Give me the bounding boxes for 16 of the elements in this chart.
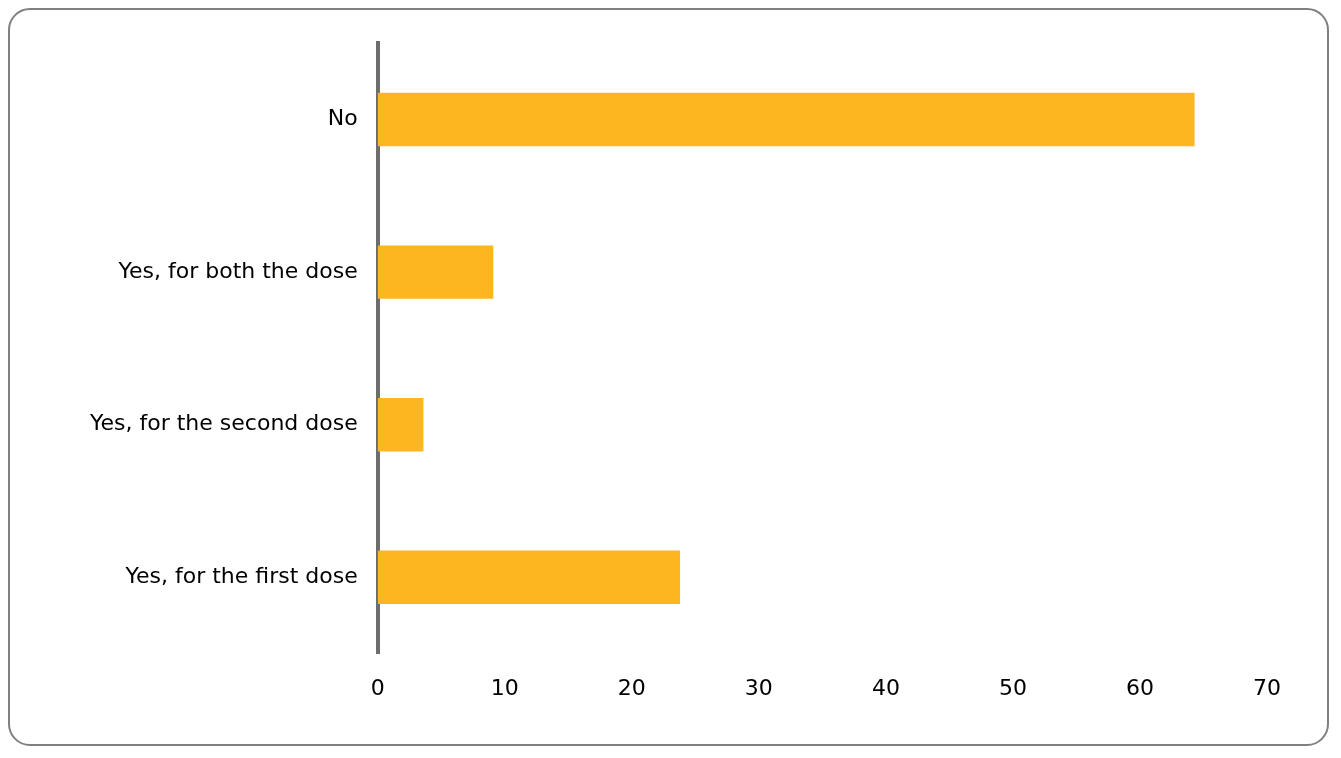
x-tick-label: 0 bbox=[370, 674, 385, 700]
y-tick-label: Yes, for the first dose bbox=[124, 563, 358, 589]
x-tick-label: 60 bbox=[1125, 674, 1154, 700]
x-tick-label: 70 bbox=[1253, 674, 1281, 700]
bar bbox=[377, 550, 681, 605]
x-tick-label: 40 bbox=[871, 674, 900, 700]
x-tick-label: 10 bbox=[490, 674, 519, 700]
y-tick-label: No bbox=[327, 105, 358, 131]
x-tick-label: 50 bbox=[998, 674, 1027, 700]
bar bbox=[377, 245, 494, 299]
bar bbox=[377, 398, 424, 452]
y-tick-label: Yes, for the second dose bbox=[89, 410, 358, 436]
x-tick-label: 30 bbox=[744, 674, 773, 700]
x-tick-label: 20 bbox=[617, 674, 646, 700]
y-tick-label: Yes, for both the dose bbox=[117, 257, 358, 283]
bar bbox=[377, 92, 1195, 147]
